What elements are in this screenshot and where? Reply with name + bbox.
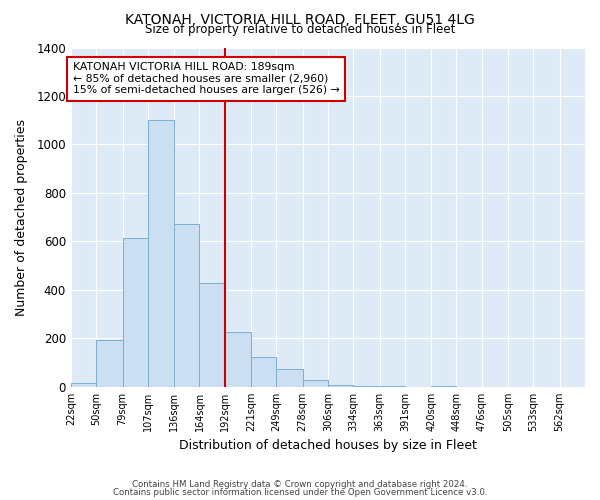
Text: KATONAH VICTORIA HILL ROAD: 189sqm
← 85% of detached houses are smaller (2,960)
: KATONAH VICTORIA HILL ROAD: 189sqm ← 85%… xyxy=(73,62,340,95)
Bar xyxy=(302,380,328,387)
Text: Size of property relative to detached houses in Fleet: Size of property relative to detached ho… xyxy=(145,22,455,36)
Text: KATONAH, VICTORIA HILL ROAD, FLEET, GU51 4LG: KATONAH, VICTORIA HILL ROAD, FLEET, GU51… xyxy=(125,12,475,26)
Bar xyxy=(96,340,122,387)
Bar xyxy=(71,384,96,387)
Bar xyxy=(148,120,174,387)
Bar xyxy=(199,282,225,387)
Bar xyxy=(328,384,353,387)
Text: Contains public sector information licensed under the Open Government Licence v3: Contains public sector information licen… xyxy=(113,488,487,497)
Bar xyxy=(225,332,251,387)
Bar xyxy=(431,386,457,387)
Bar xyxy=(122,238,148,387)
Bar xyxy=(251,356,277,387)
Bar xyxy=(380,386,405,387)
X-axis label: Distribution of detached houses by size in Fleet: Distribution of detached houses by size … xyxy=(179,440,477,452)
Bar xyxy=(277,368,302,387)
Bar xyxy=(353,386,380,387)
Y-axis label: Number of detached properties: Number of detached properties xyxy=(15,118,28,316)
Bar xyxy=(174,224,199,387)
Text: Contains HM Land Registry data © Crown copyright and database right 2024.: Contains HM Land Registry data © Crown c… xyxy=(132,480,468,489)
